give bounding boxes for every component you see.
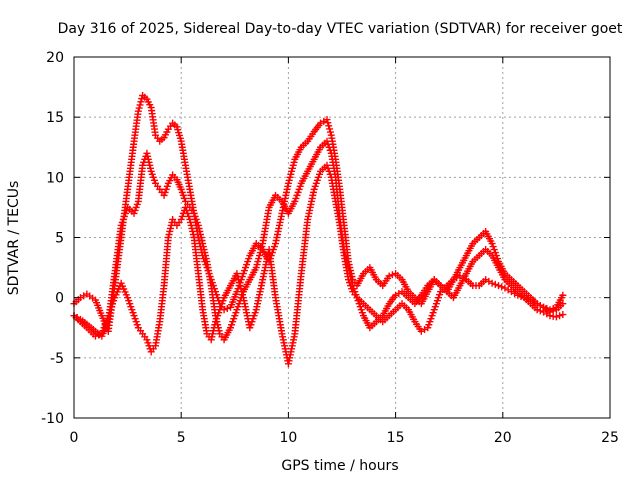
data-point-trace-a — [223, 304, 231, 312]
data-point-trace-a — [385, 272, 393, 280]
data-point-trace-a — [559, 300, 567, 308]
y-tick-label-0: 0 — [55, 291, 64, 307]
series-trace-c — [70, 161, 567, 368]
data-point-trace-c — [559, 291, 567, 299]
data-point-trace-a — [326, 128, 334, 136]
data-point-trace-c — [498, 283, 506, 291]
data-point-trace-c — [491, 280, 499, 288]
data-point-trace-a — [324, 119, 332, 127]
y-tick-label-10: 10 — [46, 170, 64, 186]
data-point-trace-c — [95, 331, 103, 339]
x-tick-label-5: 5 — [177, 430, 186, 446]
data-point-trace-b — [556, 312, 564, 320]
y-tick-label-15: 15 — [46, 110, 64, 126]
data-point-trace-a — [325, 122, 333, 130]
data-point-trace-a — [323, 116, 331, 124]
data-point-trace-c — [488, 279, 496, 287]
data-point-trace-a — [388, 271, 396, 279]
data-point-trace-c — [91, 332, 99, 340]
x-axis-label: GPS time / hours — [281, 458, 398, 474]
data-point-trace-b — [552, 313, 560, 321]
chart-title: Day 316 of 2025, Sidereal Day-to-day VTE… — [58, 21, 623, 37]
x-tick-label-20: 20 — [494, 430, 512, 446]
series-trace-a — [70, 92, 567, 335]
data-point-trace-c — [546, 306, 554, 314]
data-point-trace-c — [543, 304, 551, 312]
data-point-trace-a — [136, 101, 144, 109]
data-markers — [70, 92, 567, 368]
data-point-trace-a — [134, 107, 142, 115]
axis-ticks — [73, 56, 611, 419]
y-axis-label: SDTVAR / TECUs — [6, 181, 22, 296]
x-tick-label-15: 15 — [387, 430, 405, 446]
y-tick-label--5: -5 — [50, 351, 64, 367]
data-point-trace-c — [495, 282, 503, 290]
data-point-trace-b — [533, 306, 541, 314]
data-point-trace-a — [326, 125, 334, 133]
y-tick-label--10: -10 — [41, 411, 64, 427]
data-point-trace-a — [135, 104, 143, 112]
data-point-trace-c — [549, 304, 557, 312]
y-tick-label-20: 20 — [46, 50, 64, 66]
x-tick-label-10: 10 — [279, 430, 297, 446]
y-tick-label-5: 5 — [55, 231, 64, 247]
data-point-trace-c — [520, 294, 528, 302]
data-point-trace-c — [514, 291, 522, 299]
data-point-trace-a — [137, 98, 145, 106]
data-point-trace-b — [559, 311, 567, 319]
data-point-trace-c — [540, 303, 548, 311]
x-tick-label-25: 25 — [601, 430, 619, 446]
data-point-trace-c — [523, 295, 531, 303]
tick-labels: 0 5 10 15 20 25 -10 -5 0 5 10 15 20 — [41, 50, 619, 446]
data-point-trace-c — [517, 292, 525, 300]
x-tick-label-0: 0 — [70, 430, 79, 446]
